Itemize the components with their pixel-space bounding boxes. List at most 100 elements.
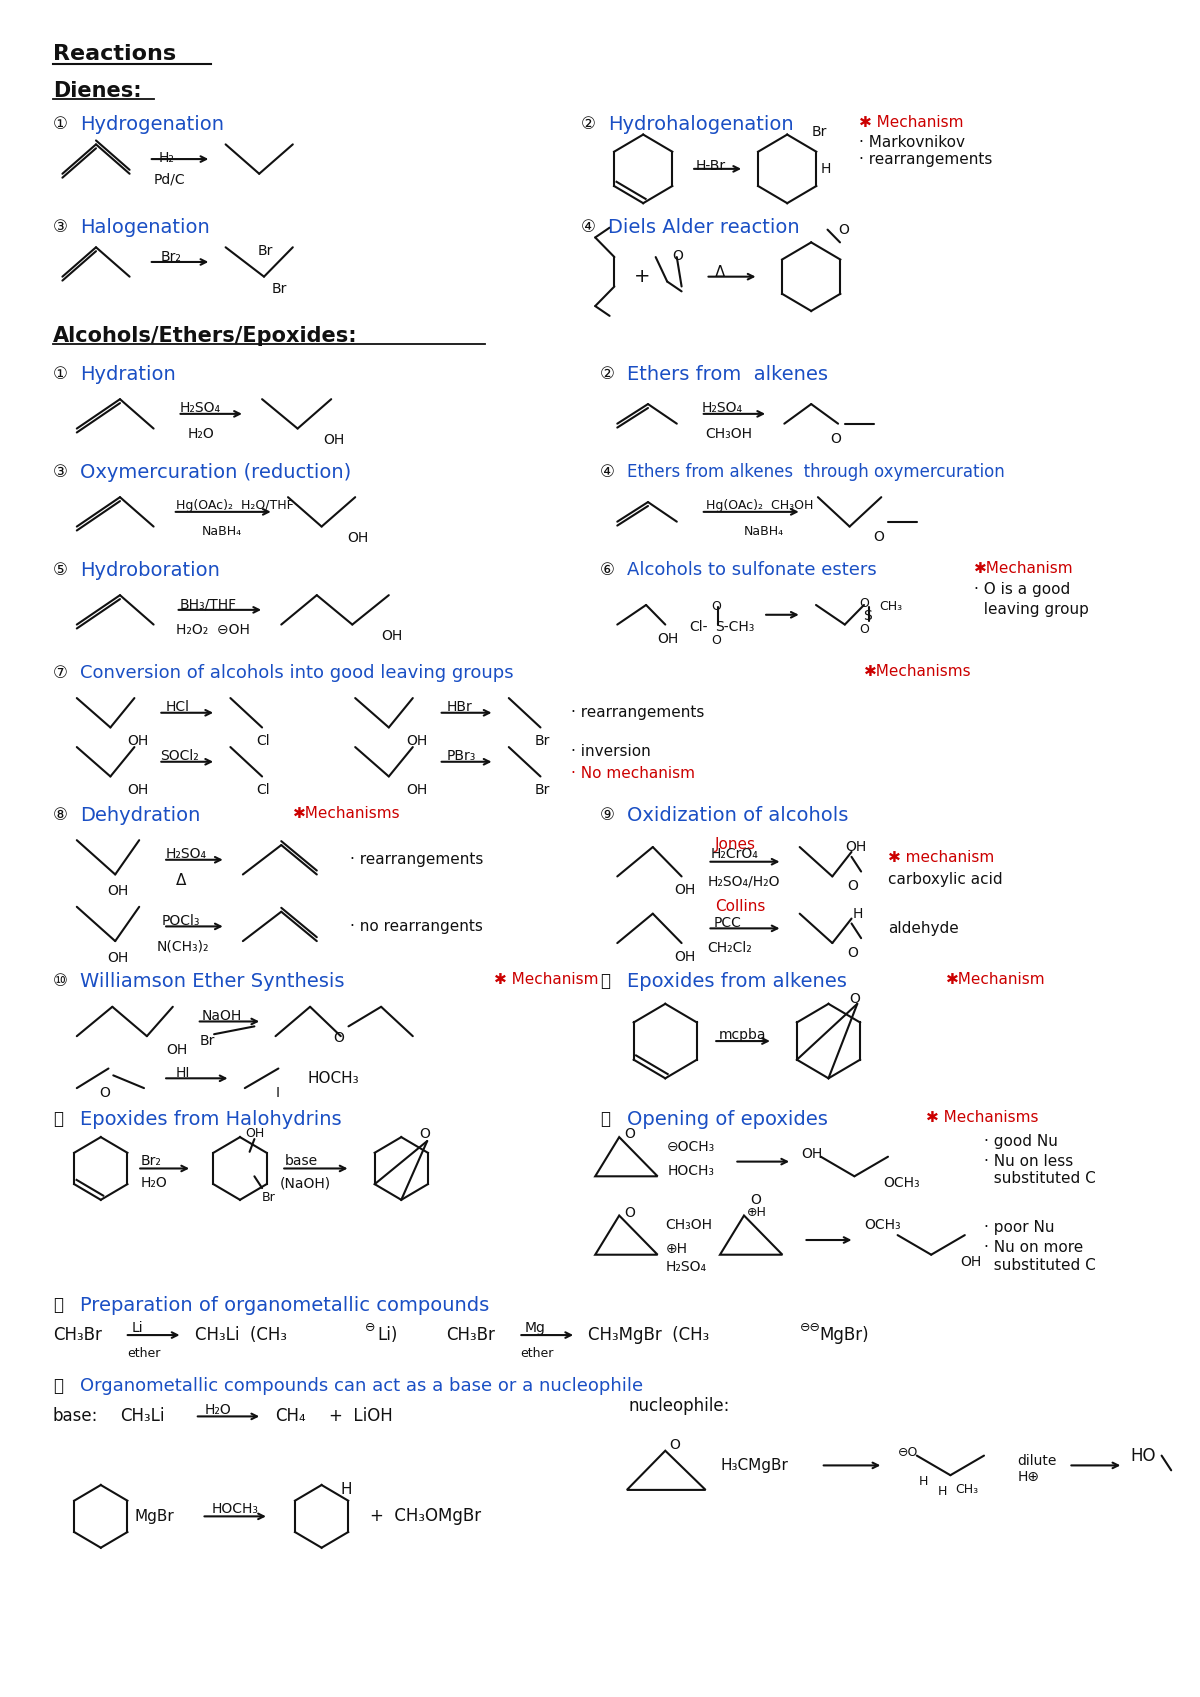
- Text: ③: ③: [53, 463, 67, 480]
- Text: · rearrangements: · rearrangements: [350, 852, 484, 867]
- Text: OH: OH: [674, 950, 695, 964]
- Text: ④: ④: [600, 463, 614, 480]
- Text: OCH₃: OCH₃: [864, 1218, 901, 1232]
- Text: base: base: [286, 1154, 318, 1168]
- Text: Hydroboration: Hydroboration: [79, 562, 220, 580]
- Text: substituted C: substituted C: [984, 1257, 1096, 1273]
- Text: H₂SO₄: H₂SO₄: [665, 1259, 707, 1274]
- Text: OH: OH: [845, 840, 866, 854]
- Text: Hydrogenation: Hydrogenation: [79, 115, 223, 134]
- Text: mcpba: mcpba: [719, 1028, 767, 1042]
- Text: S-CH₃: S-CH₃: [715, 619, 755, 633]
- Text: CH₂Cl₂: CH₂Cl₂: [708, 942, 752, 955]
- Text: CH₄: CH₄: [276, 1407, 306, 1425]
- Text: H₂SO₄: H₂SO₄: [180, 400, 221, 416]
- Text: O: O: [624, 1205, 635, 1220]
- Text: H₂O: H₂O: [187, 426, 214, 441]
- Text: Diels Alder reaction: Diels Alder reaction: [607, 217, 799, 238]
- Text: OH: OH: [127, 735, 149, 748]
- Text: · Nu on more: · Nu on more: [984, 1241, 1084, 1256]
- Text: OH: OH: [348, 531, 368, 545]
- Text: Epoxides from Halohydrins: Epoxides from Halohydrins: [79, 1110, 341, 1129]
- Text: ✱ mechanism: ✱ mechanism: [888, 850, 995, 865]
- Text: ⑧: ⑧: [53, 806, 67, 823]
- Text: OH: OH: [166, 1044, 187, 1057]
- Text: Jones: Jones: [715, 837, 756, 852]
- Text: base:: base:: [53, 1407, 98, 1425]
- Text: H: H: [852, 906, 863, 921]
- Text: CH₃Li: CH₃Li: [120, 1407, 164, 1425]
- Text: H₃CMgBr: H₃CMgBr: [720, 1458, 788, 1473]
- Text: O: O: [847, 945, 858, 961]
- Text: ✱Mechanism: ✱Mechanism: [946, 972, 1045, 988]
- Text: ether: ether: [127, 1347, 161, 1359]
- Text: Dehydration: Dehydration: [79, 806, 200, 825]
- Text: HOCH₃: HOCH₃: [211, 1502, 258, 1515]
- Text: · inversion: · inversion: [571, 745, 650, 760]
- Text: CH₃: CH₃: [880, 601, 902, 613]
- Text: O: O: [874, 529, 884, 543]
- Text: H: H: [821, 161, 832, 176]
- Text: · O is a good: · O is a good: [974, 582, 1070, 597]
- Text: NaOH: NaOH: [202, 1008, 242, 1023]
- Text: Oxidization of alcohols: Oxidization of alcohols: [626, 806, 848, 825]
- Text: ✱Mechanisms: ✱Mechanisms: [864, 664, 972, 679]
- Text: Collins: Collins: [715, 899, 766, 915]
- Text: OH: OH: [406, 735, 427, 748]
- Text: · rearrangements: · rearrangements: [571, 706, 704, 720]
- Text: Br: Br: [262, 1191, 276, 1203]
- Text: OCH₃: OCH₃: [883, 1176, 920, 1190]
- Text: Br₂: Br₂: [142, 1154, 162, 1168]
- Text: POCl₃: POCl₃: [161, 913, 199, 928]
- Text: O: O: [859, 597, 869, 611]
- Text: O: O: [859, 623, 869, 636]
- Text: Cl: Cl: [257, 784, 270, 798]
- Text: OH: OH: [674, 884, 695, 898]
- Text: ✱Mechanisms: ✱Mechanisms: [293, 806, 401, 821]
- Text: ⑨: ⑨: [600, 806, 614, 823]
- Text: BH₃/THF: BH₃/THF: [180, 597, 236, 611]
- Text: (NaOH): (NaOH): [280, 1176, 330, 1190]
- Text: Br: Br: [271, 282, 287, 295]
- Text: CH₃Br: CH₃Br: [53, 1325, 102, 1344]
- Text: H: H: [341, 1481, 353, 1497]
- Text: ⑫: ⑫: [53, 1110, 62, 1129]
- Text: NaBH₄: NaBH₄: [744, 524, 784, 538]
- Text: Alcohols/Ethers/Epoxides:: Alcohols/Ethers/Epoxides:: [53, 326, 358, 346]
- Text: O: O: [847, 879, 858, 893]
- Text: Epoxides from alkenes: Epoxides from alkenes: [626, 972, 847, 991]
- Text: O: O: [420, 1127, 431, 1142]
- Text: NaBH₄: NaBH₄: [202, 524, 241, 538]
- Text: Halogenation: Halogenation: [79, 217, 210, 238]
- Text: OH: OH: [960, 1254, 982, 1269]
- Text: Li): Li): [377, 1325, 397, 1344]
- Text: substituted C: substituted C: [984, 1171, 1096, 1186]
- Text: ⊕H: ⊕H: [665, 1242, 688, 1256]
- Text: Δ: Δ: [175, 872, 186, 888]
- Text: ①: ①: [53, 115, 67, 132]
- Text: CH₃OH: CH₃OH: [706, 426, 752, 441]
- Text: H₂CrO₄: H₂CrO₄: [710, 847, 758, 860]
- Text: H₂SO₄: H₂SO₄: [702, 400, 743, 416]
- Text: ⑬: ⑬: [600, 1110, 610, 1129]
- Text: HCl: HCl: [166, 701, 190, 714]
- Text: Hydration: Hydration: [79, 365, 175, 384]
- Text: Ethers from  alkenes: Ethers from alkenes: [626, 365, 828, 384]
- Text: · no rearrangents: · no rearrangents: [350, 918, 484, 933]
- Text: I: I: [276, 1086, 280, 1100]
- Text: O: O: [624, 1127, 635, 1142]
- Text: · good Nu: · good Nu: [984, 1134, 1058, 1149]
- Text: H-Br: H-Br: [696, 160, 726, 173]
- Text: OH: OH: [324, 433, 344, 448]
- Text: ①: ①: [53, 365, 67, 384]
- Text: Li: Li: [132, 1322, 143, 1336]
- Text: H₂SO₄: H₂SO₄: [166, 847, 208, 860]
- Text: Hg(OAc)₂  H₂O/THF: Hg(OAc)₂ H₂O/THF: [175, 499, 294, 512]
- Text: nucleophile:: nucleophile:: [629, 1397, 730, 1415]
- Text: ✱ Mechanism: ✱ Mechanism: [494, 972, 599, 988]
- Text: ②: ②: [600, 365, 614, 384]
- Text: Alcohols to sulfonate esters: Alcohols to sulfonate esters: [626, 562, 877, 579]
- Text: O: O: [750, 1193, 761, 1207]
- Text: Organometallic compounds can act as a base or a nucleophile: Organometallic compounds can act as a ba…: [79, 1378, 643, 1395]
- Text: CH₃: CH₃: [955, 1483, 978, 1497]
